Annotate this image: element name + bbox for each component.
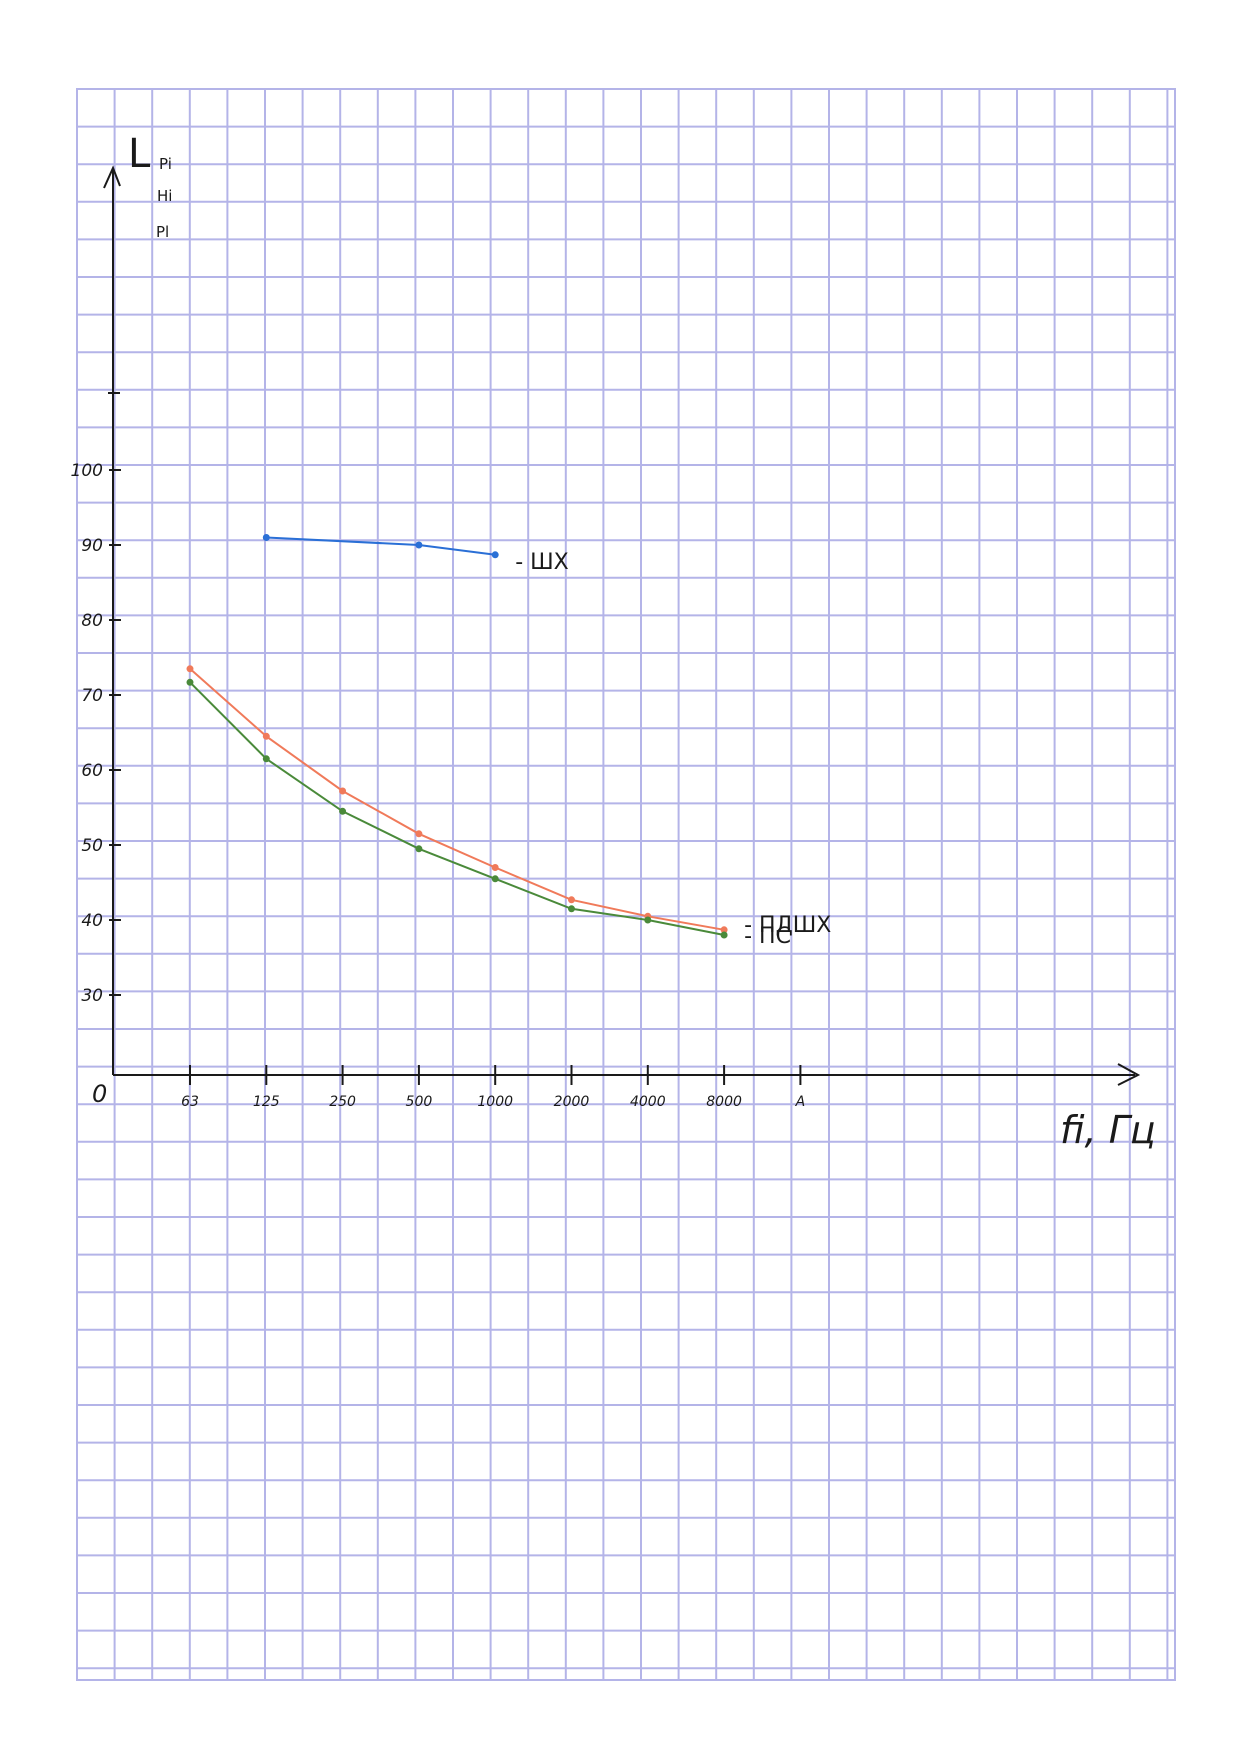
data-point xyxy=(186,678,194,686)
data-point xyxy=(415,830,423,838)
graph-paper-grid xyxy=(76,88,1176,1681)
series-lines xyxy=(189,536,725,936)
data-point xyxy=(262,732,270,740)
data-point xyxy=(491,864,499,871)
series-line xyxy=(189,668,725,931)
y-axis-title-subscript-pi: Pi xyxy=(159,155,172,173)
y-tick-label: 60 xyxy=(81,761,103,781)
y-axis-title-subscript-pl: Pl xyxy=(156,223,169,241)
series-label: - ПС xyxy=(744,924,791,949)
data-point xyxy=(720,926,728,934)
x-tick-label: 4000 xyxy=(630,1094,666,1110)
origin-label: 0 xyxy=(92,1080,107,1108)
data-point xyxy=(262,534,270,541)
data-point xyxy=(568,896,575,904)
x-tick-label: 2000 xyxy=(554,1094,590,1110)
data-point xyxy=(339,807,347,815)
x-axis-title: fi, Гц xyxy=(1060,1108,1156,1152)
axes xyxy=(103,165,1141,1086)
data-point xyxy=(186,665,194,673)
data-point xyxy=(339,787,347,795)
y-tick-label: 50 xyxy=(81,836,103,856)
y-tick-label: 80 xyxy=(81,611,103,631)
data-point xyxy=(415,541,423,549)
data-point xyxy=(262,755,270,763)
x-axis-arrow xyxy=(1117,1063,1141,1086)
series-labels: - ШХ - ПДШХ- ПС xyxy=(515,550,831,949)
x-tick-label: 125 xyxy=(253,1094,280,1110)
x-tick-label: 1000 xyxy=(477,1094,513,1110)
grid-border xyxy=(76,88,1176,1681)
y-tick-label: 90 xyxy=(81,536,103,556)
x-tick-label: 63 xyxy=(181,1094,199,1110)
x-tick-label: 250 xyxy=(329,1094,356,1110)
data-point xyxy=(644,916,652,924)
data-point xyxy=(491,875,499,883)
y-tick-label: 70 xyxy=(81,686,103,706)
data-point xyxy=(568,905,575,913)
series-points xyxy=(186,534,728,939)
y-axis-title: L Pi Hi Pl xyxy=(128,131,172,241)
data-point xyxy=(720,931,728,939)
y-axis-arrow xyxy=(103,165,121,189)
y-axis-title-main: L xyxy=(128,131,151,177)
data-point xyxy=(491,551,499,559)
series-label: - ПДШХ xyxy=(744,913,831,938)
y-axis-title-subscript-hi: Hi xyxy=(157,187,172,205)
x-tick-label: 8000 xyxy=(706,1094,742,1110)
y-ticks: 30 40 50 60 70 80 90 100 xyxy=(71,461,121,1006)
series-line xyxy=(189,681,725,936)
y-tick-label: 100 xyxy=(71,461,103,481)
x-tick-label: A xyxy=(795,1094,806,1110)
y-tick-label: 40 xyxy=(81,911,103,931)
x-ticks: 63 125 250 500 1000 2000 4000 8000 A xyxy=(181,1065,805,1110)
series-label: - ШХ xyxy=(515,550,569,575)
data-point xyxy=(415,845,423,853)
x-tick-label: 500 xyxy=(406,1094,433,1110)
y-tick-label: 30 xyxy=(81,986,103,1006)
